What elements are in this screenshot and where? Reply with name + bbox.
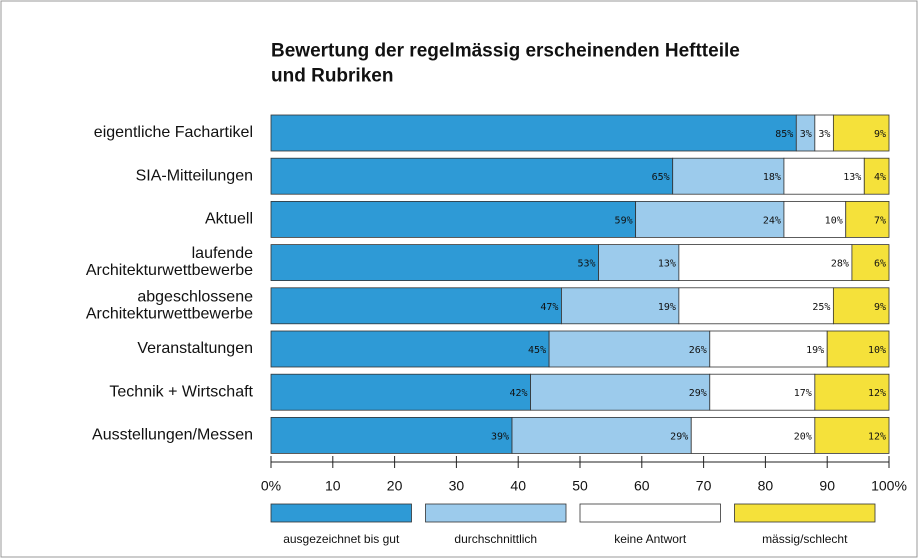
bar-segment — [709, 373, 816, 411]
value-label: 10% — [825, 215, 843, 226]
bar-segment — [678, 287, 834, 325]
bar-segment — [783, 157, 865, 195]
bar-segment — [598, 244, 680, 282]
value-label: 24% — [763, 215, 781, 226]
bar-segment — [709, 330, 828, 368]
value-label: 9% — [874, 129, 886, 140]
bar-segment — [270, 157, 674, 195]
value-label: 13% — [843, 172, 861, 183]
legend-label: durchschnittlich — [454, 532, 537, 546]
category-label: eigentliche Fachartikel — [94, 124, 253, 141]
category-label: abgeschlossene Architekturwettbewerbe — [86, 289, 253, 323]
value-label: 47% — [540, 302, 558, 313]
category-label: SIA-Mitteilungen — [136, 167, 253, 184]
bar-segment — [270, 114, 797, 152]
value-label: 26% — [689, 345, 707, 356]
category-label: Veranstaltungen — [137, 340, 253, 357]
value-label: 18% — [763, 172, 781, 183]
bar-segment — [826, 330, 890, 368]
bar-segment — [863, 157, 890, 195]
bar-segment — [814, 373, 890, 411]
bar-segment — [270, 200, 637, 238]
bar-segment — [635, 200, 785, 238]
chart-title: Bewertung der regelmässig erscheinenden … — [271, 41, 740, 87]
x-tick-label: 80 — [758, 478, 774, 494]
value-label: 29% — [689, 388, 707, 399]
legend-label: ausgezeichnet bis gut — [283, 532, 400, 546]
bar-segment — [851, 244, 890, 282]
value-label: 10% — [868, 345, 886, 356]
bar-segment — [270, 287, 562, 325]
bar-segment — [270, 373, 531, 411]
bar-segment — [783, 200, 847, 238]
bar-segment — [832, 287, 890, 325]
value-label: 39% — [491, 431, 509, 442]
x-tick-label: 30 — [449, 478, 465, 494]
x-tick-label: 0% — [261, 478, 281, 494]
legend-swatch — [734, 503, 876, 523]
value-label: 7% — [874, 215, 886, 226]
legend-swatch — [270, 503, 412, 523]
value-label: 20% — [794, 431, 812, 442]
value-label: 59% — [615, 215, 633, 226]
value-label: 29% — [670, 431, 688, 442]
bar-segment — [678, 244, 853, 282]
bar-segment — [814, 416, 890, 454]
category-label: laufende Architekturwettbewerbe — [86, 245, 253, 279]
value-label: 6% — [874, 259, 886, 270]
bar-segment — [270, 330, 550, 368]
value-label: 9% — [874, 302, 886, 313]
legend-swatch — [579, 503, 721, 523]
value-label: 45% — [528, 345, 546, 356]
value-label: 3% — [800, 129, 812, 140]
value-label: 25% — [812, 302, 830, 313]
bar-segment — [511, 416, 692, 454]
category-label: Technik + Wirtschaft — [109, 383, 253, 400]
bar-segment — [561, 287, 680, 325]
x-tick-label: 10 — [325, 478, 341, 494]
value-label: 13% — [658, 259, 676, 270]
value-label: 17% — [794, 388, 812, 399]
value-label: 85% — [775, 129, 793, 140]
value-label: 65% — [652, 172, 670, 183]
value-label: 19% — [806, 345, 824, 356]
x-tick-label: 50 — [572, 478, 588, 494]
legend-label: keine Antwort — [614, 532, 687, 546]
bar-segment — [530, 373, 711, 411]
bar-segment — [548, 330, 711, 368]
value-label: 4% — [874, 172, 886, 183]
bar-segment — [690, 416, 816, 454]
legend-swatch — [425, 503, 567, 523]
value-label: 53% — [577, 259, 595, 270]
value-label: 3% — [818, 129, 830, 140]
value-label: 19% — [658, 302, 676, 313]
category-label: Ausstellungen/Messen — [92, 427, 253, 444]
bar-segment — [845, 200, 890, 238]
x-tick-label: 70 — [696, 478, 712, 494]
value-label: 12% — [868, 431, 886, 442]
x-tick-label: 60 — [634, 478, 650, 494]
category-label: Aktuell — [205, 211, 253, 228]
legend-label: mässig/schlecht — [762, 532, 848, 546]
bar-segment — [672, 157, 785, 195]
bar-segment — [270, 244, 599, 282]
value-label: 12% — [868, 388, 886, 399]
x-tick-label: 100% — [871, 478, 907, 494]
bar-segment — [270, 416, 513, 454]
x-tick-label: 20 — [387, 478, 403, 494]
value-label: 42% — [509, 388, 527, 399]
bar-segment — [832, 114, 890, 152]
x-tick-label: 90 — [819, 478, 835, 494]
value-label: 28% — [831, 259, 849, 270]
x-tick-label: 40 — [510, 478, 526, 494]
